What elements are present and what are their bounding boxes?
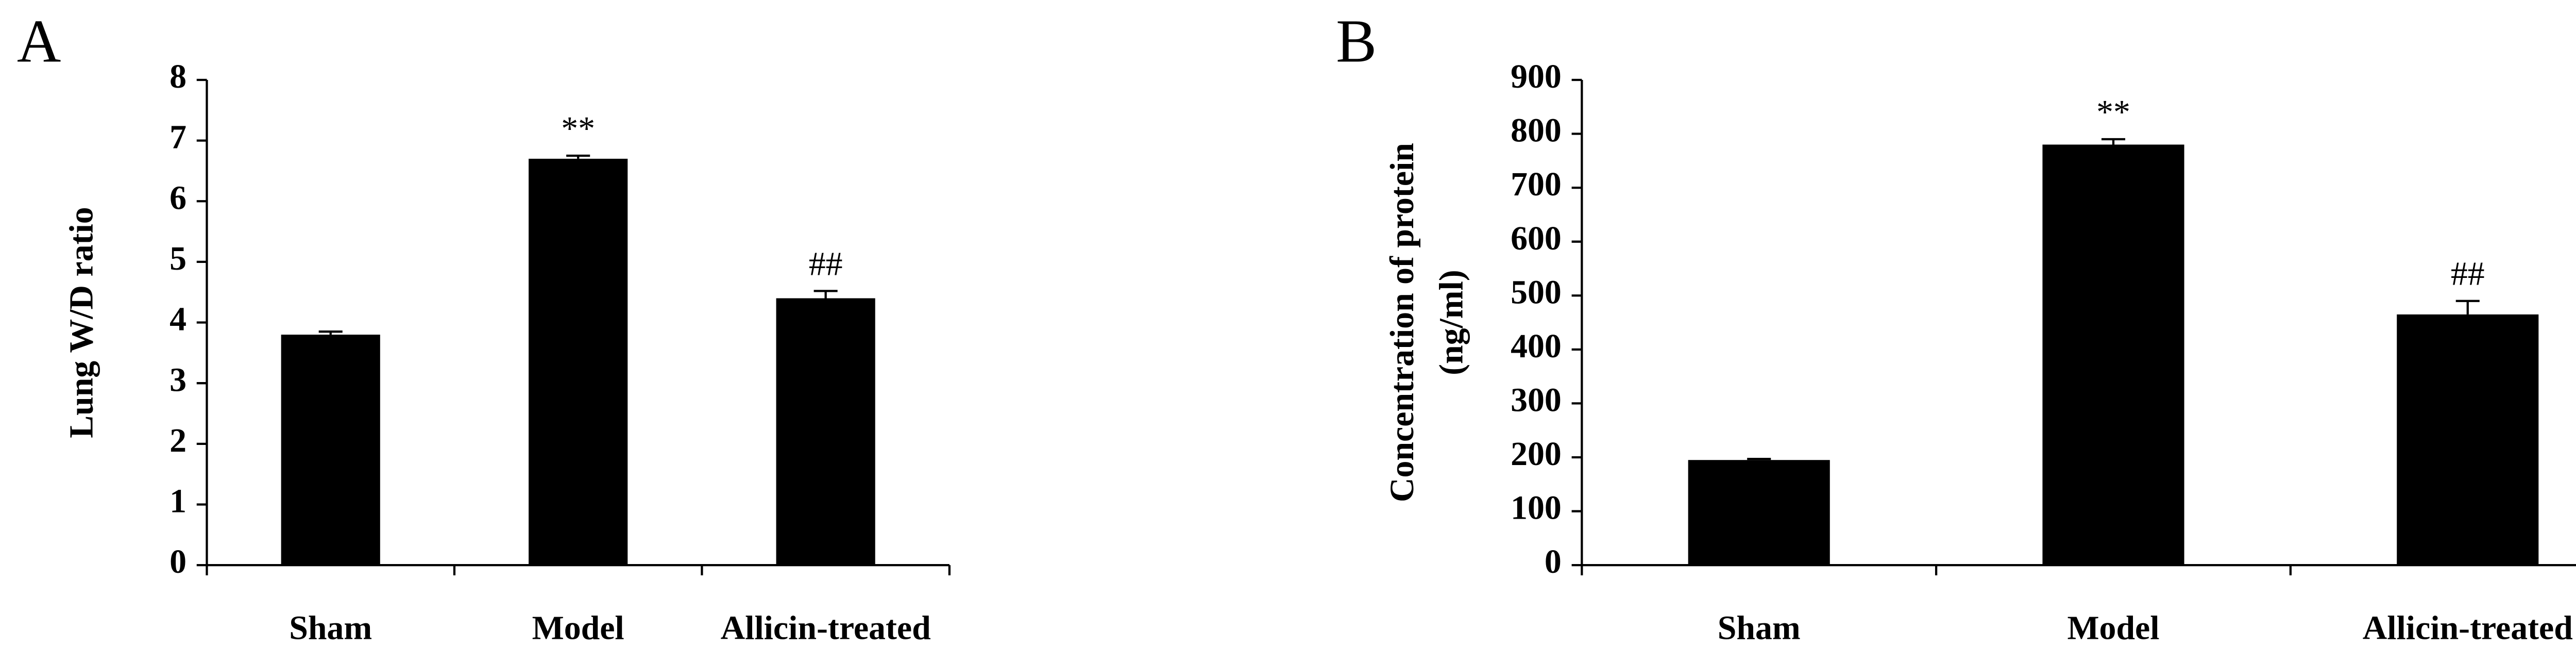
y-tick-label: 600 bbox=[1511, 220, 1562, 257]
y-axis-label: Lung W/D ratio bbox=[63, 207, 100, 438]
y-tick-label: 6 bbox=[170, 179, 187, 217]
error-bar bbox=[566, 154, 590, 159]
y-tick-label: 100 bbox=[1511, 489, 1562, 527]
annotation: ## bbox=[2451, 255, 2485, 293]
y-tick-label: 300 bbox=[1511, 382, 1562, 419]
annotation: ** bbox=[561, 110, 595, 147]
bar bbox=[2397, 314, 2539, 566]
x-tick-label: Sham bbox=[289, 609, 372, 647]
bar bbox=[529, 158, 628, 566]
error-bar bbox=[318, 330, 343, 335]
y-axis-label: Concentration of protein bbox=[1383, 143, 1421, 502]
bar bbox=[281, 335, 380, 566]
error-bar bbox=[814, 290, 838, 299]
annotation: ## bbox=[809, 245, 843, 283]
y-tick-label: 0 bbox=[170, 543, 187, 581]
x-tick-label: Model bbox=[532, 609, 624, 647]
y-tick-label: 200 bbox=[1511, 435, 1562, 473]
error-bar bbox=[2101, 138, 2126, 145]
panel-label: B bbox=[1336, 7, 1377, 75]
y-tick-label: 2 bbox=[170, 422, 187, 459]
y-tick-label: 500 bbox=[1511, 273, 1562, 311]
bar bbox=[776, 298, 875, 566]
y-tick-label: 400 bbox=[1511, 327, 1562, 365]
error-bar bbox=[2455, 300, 2480, 315]
y-tick-label: 700 bbox=[1511, 166, 1562, 203]
x-tick-label: Allicin-treated bbox=[2363, 609, 2573, 647]
y-tick-label: 900 bbox=[1511, 58, 1562, 95]
y-tick-label: 1 bbox=[170, 483, 187, 520]
bar bbox=[2042, 144, 2184, 566]
x-tick-label: Sham bbox=[1718, 609, 1801, 647]
x-tick-label: Allicin-treated bbox=[721, 609, 931, 647]
y-tick-label: 3 bbox=[170, 361, 187, 399]
annotation: ** bbox=[2096, 93, 2130, 131]
y-tick-label: 0 bbox=[1545, 543, 1562, 581]
bar bbox=[1688, 460, 1830, 566]
y-tick-label: 7 bbox=[170, 119, 187, 156]
y-tick-label: 5 bbox=[170, 240, 187, 277]
y-tick-label: 800 bbox=[1511, 112, 1562, 150]
y-tick-label: 8 bbox=[170, 58, 187, 95]
error-bar bbox=[1747, 457, 1771, 460]
y-tick-label: 4 bbox=[170, 301, 187, 338]
x-tick-label: Model bbox=[2067, 609, 2159, 647]
y-axis-label: (ng/ml) bbox=[1433, 270, 1470, 375]
panel-label: A bbox=[17, 7, 61, 75]
